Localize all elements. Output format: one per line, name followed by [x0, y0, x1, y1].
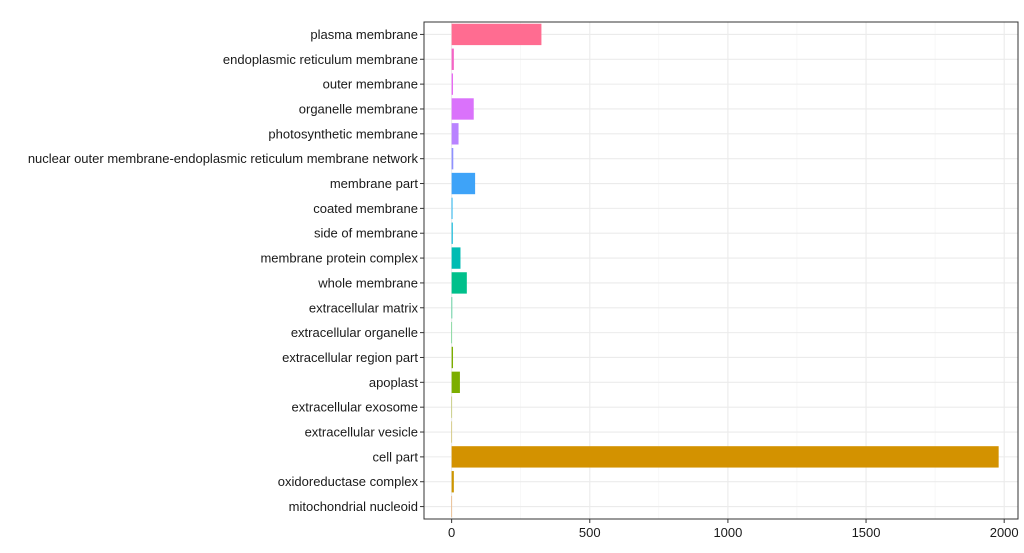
y-tick-label: nuclear outer membrane-endoplasmic retic… — [28, 151, 419, 166]
y-tick-label: extracellular region part — [282, 350, 418, 365]
y-tick-label: whole membrane — [317, 275, 418, 290]
major-gridlines — [424, 22, 1018, 519]
bar — [451, 247, 461, 269]
x-axis: 0 500 1000 1500 2000 — [448, 519, 1019, 540]
x-tick-label: 1000 — [713, 525, 742, 540]
plot-panel-border — [423, 21, 1019, 520]
x-tick-label: 2000 — [990, 525, 1019, 540]
y-tick-label: side of membrane — [314, 226, 418, 241]
bar — [451, 98, 474, 120]
y-tick-label: endoplasmic reticulum membrane — [223, 52, 418, 67]
minor-gridlines — [520, 22, 936, 519]
y-tick-label: coated membrane — [313, 201, 418, 216]
y-tick-label: cell part — [372, 449, 418, 464]
y-tick-label: organelle membrane — [299, 101, 418, 116]
bar — [451, 147, 454, 170]
y-tick-label: apoplast — [369, 375, 419, 390]
bar — [451, 446, 999, 468]
bar — [451, 172, 476, 195]
y-tick-label: mitochondrial nucleoid — [289, 499, 418, 514]
bar — [451, 73, 454, 95]
bar — [451, 222, 453, 244]
y-axis: plasma membrane endoplasmic reticulum mem… — [28, 27, 424, 514]
x-tick-label: 500 — [579, 525, 601, 540]
bar — [451, 123, 459, 145]
bar — [451, 23, 542, 46]
y-tick-label: photosynthetic membrane — [268, 126, 418, 141]
y-tick-label: outer membrane — [323, 77, 418, 92]
bars — [451, 23, 999, 518]
y-tick-label: membrane part — [330, 176, 419, 191]
y-tick-label: extracellular exosome — [292, 400, 418, 415]
y-tick-label: extracellular organelle — [291, 325, 418, 340]
bar — [451, 371, 460, 394]
y-tick-label: extracellular matrix — [309, 300, 419, 315]
bar — [451, 471, 454, 493]
bar — [451, 297, 453, 319]
y-tick-label: oxidoreductase complex — [278, 474, 419, 489]
x-tick-label: 1500 — [852, 525, 881, 540]
y-tick-label: plasma membrane — [310, 27, 418, 42]
y-tick-label: membrane protein complex — [260, 251, 418, 266]
x-tick-label: 0 — [448, 525, 455, 540]
bar — [451, 197, 453, 220]
y-tick-label: extracellular vesicle — [305, 425, 418, 440]
bar — [451, 48, 454, 70]
bar — [451, 272, 467, 294]
bar — [451, 346, 454, 369]
